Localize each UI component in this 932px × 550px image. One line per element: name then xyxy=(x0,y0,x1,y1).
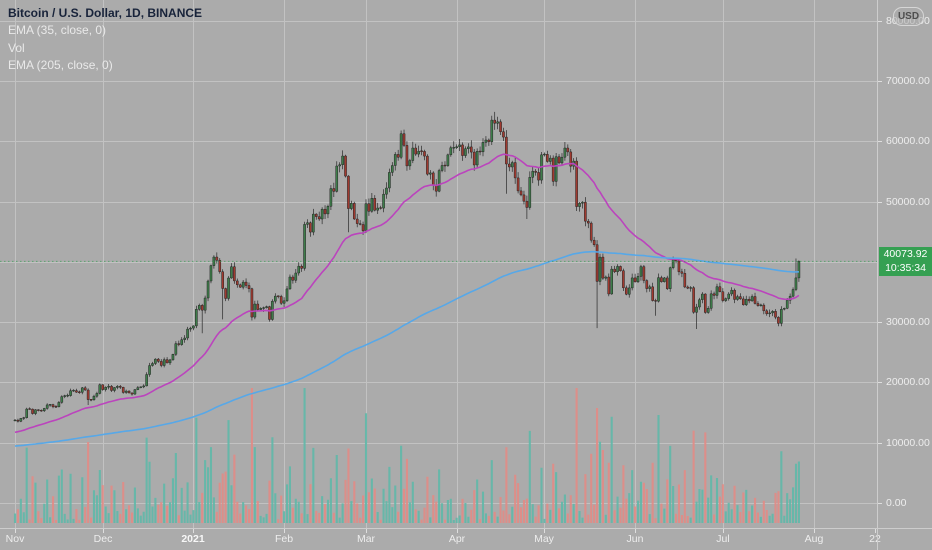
time-tick-mark xyxy=(814,529,815,533)
price-tick-mark xyxy=(878,382,882,383)
price-axis[interactable]: USD 40073.92 10:35:34 80000.0070000.0060… xyxy=(877,0,932,550)
candlesticks xyxy=(13,111,801,423)
time-tick-label: Dec xyxy=(93,533,113,545)
currency-toggle-button[interactable]: USD xyxy=(893,7,924,26)
time-tick-label: 22 xyxy=(869,533,881,545)
time-tick-label: Aug xyxy=(804,533,824,545)
time-tick-label: Apr xyxy=(448,533,466,545)
time-tick-label: May xyxy=(534,533,554,545)
last-price-value: 40073.92 xyxy=(883,248,928,260)
volume-bars xyxy=(13,388,800,523)
last-price-badge: 40073.92 10:35:34 xyxy=(879,247,932,276)
time-axis[interactable]: Nov Dec 2021 Feb Mar Apr May Jun Jul Aug 22 xyxy=(0,528,932,550)
price-tick-label: 0.00 xyxy=(886,497,907,509)
price-tick-mark xyxy=(878,141,882,142)
price-tick-mark xyxy=(878,503,882,504)
time-tick-mark xyxy=(366,529,367,533)
price-tick-label: 50000.00 xyxy=(886,196,930,208)
indicator-ema35-label[interactable]: EMA (35, close, 0) xyxy=(8,23,107,37)
price-tick-mark xyxy=(878,443,882,444)
price-tick-label: 60000.00 xyxy=(886,135,930,147)
price-tick-mark xyxy=(878,322,882,323)
time-tick-label: 2021 xyxy=(181,533,205,545)
price-tick-mark xyxy=(878,81,882,82)
time-tick-mark xyxy=(635,529,636,533)
time-tick-label: Jun xyxy=(626,533,644,545)
indicator-volume-label[interactable]: Vol xyxy=(8,40,25,55)
time-tick-mark xyxy=(544,529,545,533)
price-tick-label: 30000.00 xyxy=(886,316,930,328)
price-tick-mark xyxy=(878,21,882,22)
time-tick-mark xyxy=(15,529,16,533)
time-tick-mark xyxy=(457,529,458,533)
grid-lines xyxy=(0,0,877,528)
time-tick-label: Mar xyxy=(356,533,376,545)
time-tick-mark xyxy=(103,529,104,533)
chart-legend: Bitcoin / U.S. Dollar, 1D, BINANCE EMA (… xyxy=(8,5,202,75)
time-tick-label: Feb xyxy=(274,533,294,545)
time-tick-mark xyxy=(723,529,724,533)
price-tick-label: 70000.00 xyxy=(886,75,930,87)
time-tick-label: Nov xyxy=(5,533,25,545)
time-tick-label: Jul xyxy=(716,533,730,545)
time-tick-mark xyxy=(284,529,285,533)
indicator-ema205-label[interactable]: EMA (205, close, 0) xyxy=(8,58,113,72)
time-tick-mark xyxy=(875,529,876,533)
bar-countdown: 10:35:34 xyxy=(885,262,926,274)
symbol-title[interactable]: Bitcoin / U.S. Dollar, 1D, BINANCE xyxy=(8,6,203,20)
price-tick-label: 10000.00 xyxy=(886,437,930,449)
ema-205-line xyxy=(14,250,799,447)
time-tick-mark xyxy=(193,529,194,533)
ema-35-line xyxy=(14,153,800,434)
price-tick-mark xyxy=(878,202,882,203)
price-chart-canvas[interactable] xyxy=(0,0,877,528)
price-tick-label: 20000.00 xyxy=(886,376,930,388)
